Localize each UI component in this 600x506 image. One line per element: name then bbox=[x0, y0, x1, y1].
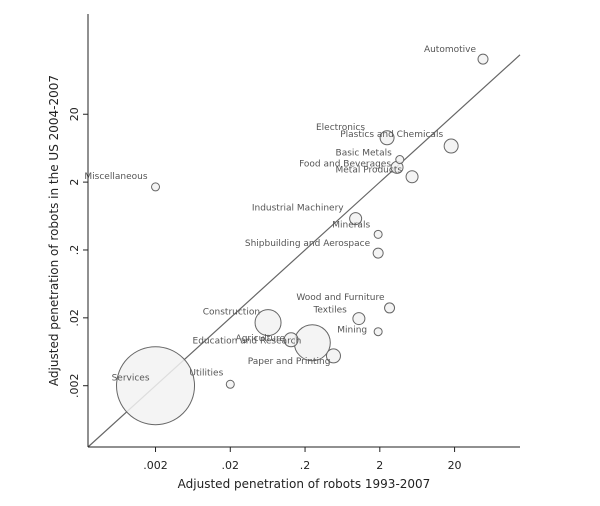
point-label: Minerals bbox=[332, 220, 370, 230]
data-point bbox=[325, 348, 341, 364]
data-point bbox=[405, 170, 419, 184]
data-point bbox=[283, 332, 299, 348]
data-point bbox=[372, 247, 384, 259]
data-point bbox=[373, 327, 383, 337]
point-label: Electronics bbox=[316, 123, 365, 133]
x-tick-label: 20 bbox=[448, 459, 462, 472]
point-label: Paper and Printing bbox=[248, 357, 331, 367]
y-tick-label: 2 bbox=[68, 179, 81, 186]
data-point bbox=[379, 130, 395, 146]
point-label: Textiles bbox=[312, 306, 347, 316]
x-tick-label: .02 bbox=[222, 459, 240, 472]
point-label: Wood and Furniture bbox=[296, 293, 385, 303]
data-point bbox=[395, 155, 405, 165]
y-tick-label: .02 bbox=[68, 309, 81, 327]
data-point bbox=[151, 182, 161, 192]
point-label: Mining bbox=[337, 326, 367, 336]
y-tick-label: .2 bbox=[68, 245, 81, 256]
y-axis-title: Adjusted penetration of robots in the US… bbox=[47, 75, 61, 386]
point-label: Shipbuilding and Aerospace bbox=[245, 239, 371, 249]
point-label: Metal Products bbox=[335, 166, 402, 176]
point-label: Basic Metals bbox=[336, 149, 393, 159]
point-label: Food and Beverages bbox=[299, 159, 391, 169]
data-point bbox=[352, 312, 366, 326]
data-point bbox=[443, 138, 459, 154]
point-label: Industrial Machinery bbox=[252, 204, 344, 214]
data-point bbox=[225, 379, 235, 389]
x-axis-title: Adjusted penetration of robots 1993-2007 bbox=[178, 477, 431, 491]
x-tick-label: .2 bbox=[300, 459, 311, 472]
point-label: Automotive bbox=[424, 45, 477, 55]
data-point bbox=[477, 53, 489, 65]
point-label: Construction bbox=[203, 308, 260, 318]
data-point bbox=[349, 212, 363, 226]
point-label: Agriculture bbox=[236, 334, 286, 344]
point-label: Miscellaneous bbox=[84, 172, 147, 182]
y-tick-label: .002 bbox=[68, 373, 81, 398]
x-tick-label: 2 bbox=[376, 459, 383, 472]
data-point bbox=[254, 309, 282, 337]
data-point bbox=[116, 346, 196, 426]
point-label: Services bbox=[112, 374, 150, 384]
point-label: Education and Research bbox=[193, 337, 302, 347]
y-tick-label: 20 bbox=[68, 107, 81, 121]
x-tick-label: .002 bbox=[143, 459, 168, 472]
data-point bbox=[384, 302, 396, 314]
point-label: Utilities bbox=[189, 368, 223, 378]
data-point bbox=[373, 229, 383, 239]
point-label: Plastics and Chemicals bbox=[340, 130, 443, 140]
